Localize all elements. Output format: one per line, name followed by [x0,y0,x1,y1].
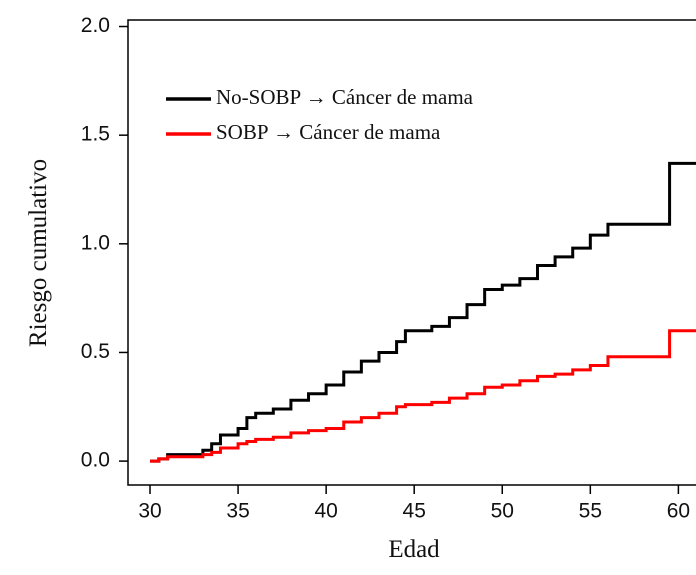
x-tick-label: 55 [579,500,602,523]
y-axis-label: Riesgo cumulativo [25,159,52,347]
legend-label: SOBP → Cáncer de mama [216,120,441,144]
x-tick-label: 45 [403,500,426,523]
series-line [150,329,696,463]
y-tick-label: 0.0 [81,449,110,472]
y-tick-label: 1.5 [81,123,110,146]
y-tick-label: 1.0 [81,231,110,254]
y-tick-label: 0.5 [81,340,110,363]
x-tick-label: 30 [138,500,161,523]
legend-label: No-SOBP → Cáncer de mama [216,85,474,109]
x-axis-label: Edad [388,536,440,563]
x-tick-label: 35 [226,500,249,523]
y-tick-label: 2.0 [81,14,110,37]
x-tick-label: 40 [314,500,337,523]
series-line [150,161,696,463]
x-tick-label: 60 [667,500,690,523]
x-tick-label: 50 [491,500,514,523]
